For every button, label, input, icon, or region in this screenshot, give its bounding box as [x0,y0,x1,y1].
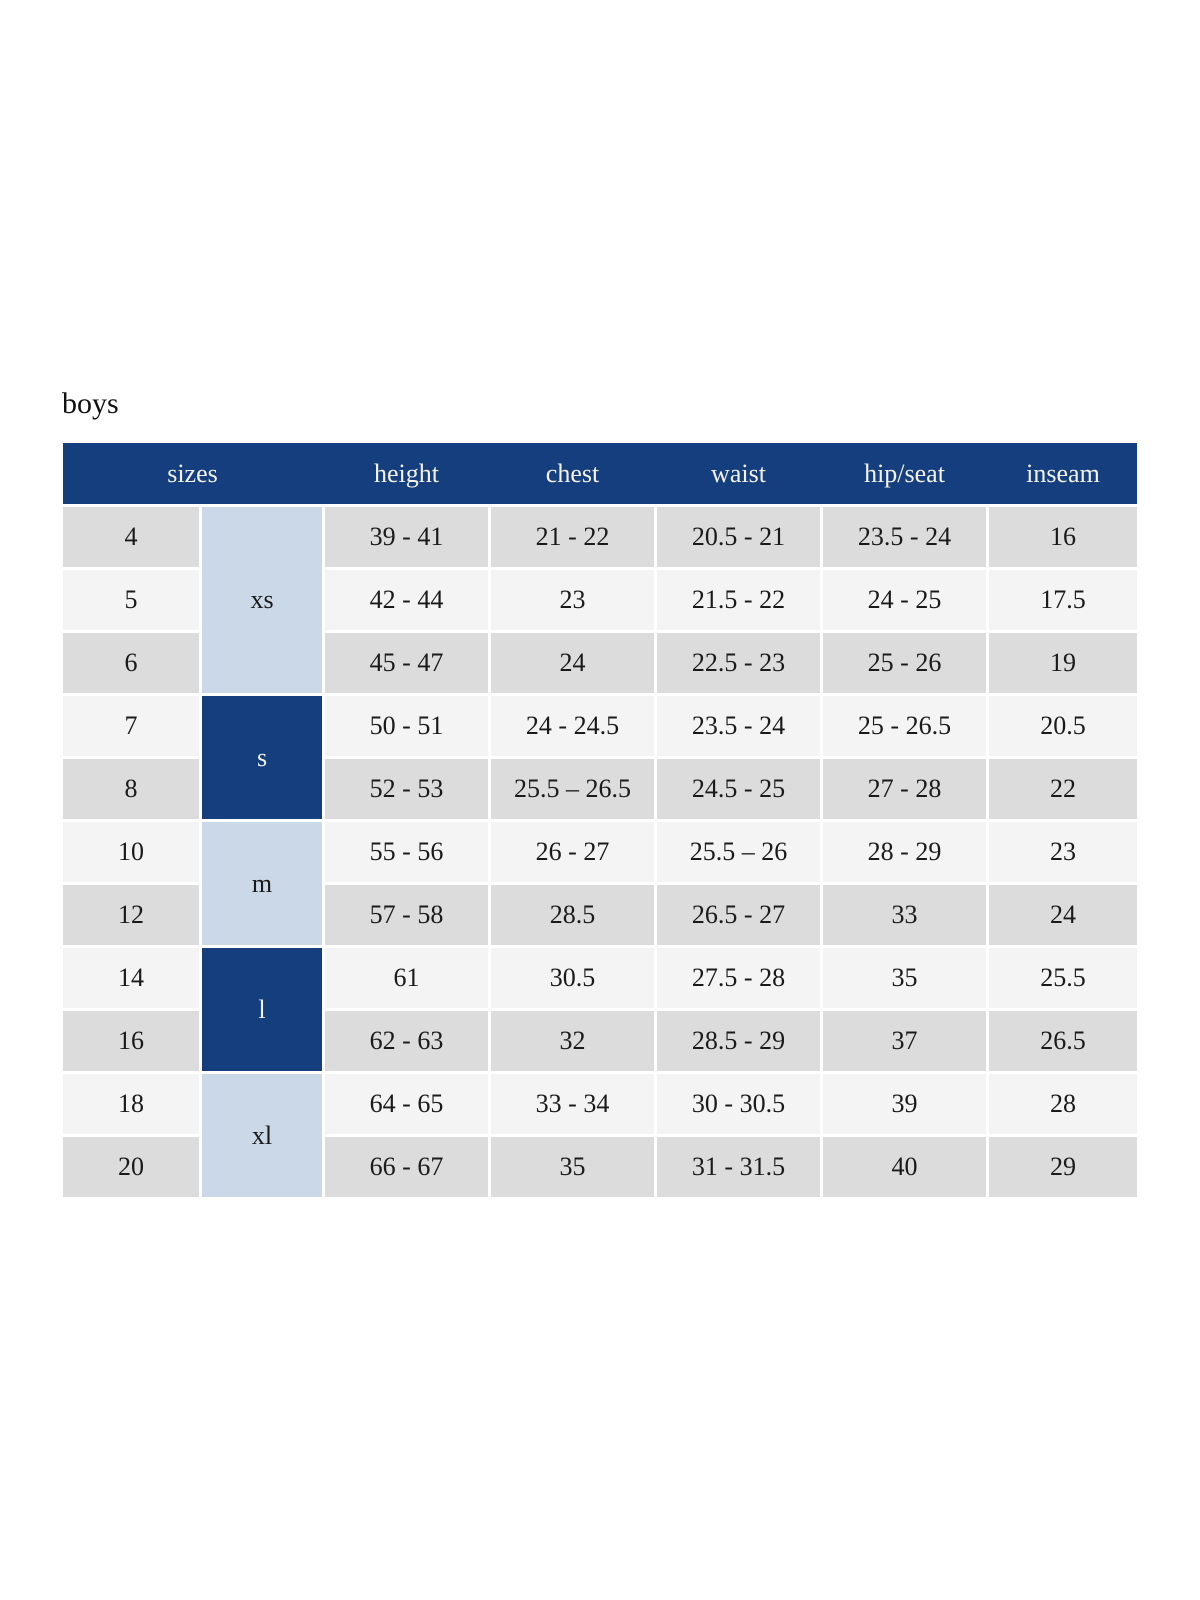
measure-cell: 35 [823,948,986,1008]
measure-cell: 24 - 24.5 [491,696,654,756]
measure-cell: 39 [823,1074,986,1134]
measure-cell: 28 - 29 [823,822,986,882]
measure-cell: 29 [989,1137,1137,1197]
measure-cell: 27.5 - 28 [657,948,820,1008]
measure-cell: 21 - 22 [491,507,654,567]
measure-cell: 24.5 - 25 [657,759,820,819]
measure-cell: 28.5 [491,885,654,945]
measure-cell: 62 - 63 [325,1011,488,1071]
measure-cell: 30.5 [491,948,654,1008]
column-header-height: height [374,458,439,488]
size-cell: 10 [63,822,199,882]
size-cell: 6 [63,633,199,693]
size-cell: 20 [63,1137,199,1197]
measure-cell: 35 [491,1137,654,1197]
measure-cell: 57 - 58 [325,885,488,945]
size-group-cell-s: s [202,696,322,819]
measure-cell: 23 [989,822,1137,882]
table-header-bar [63,443,1137,504]
size-cell: 18 [63,1074,199,1134]
column-header-sizes: sizes [167,458,218,488]
measure-cell: 16 [989,507,1137,567]
measure-cell: 28.5 - 29 [657,1011,820,1071]
size-group-cell-xs: xs [202,507,322,693]
measure-cell: 20.5 - 21 [657,507,820,567]
size-cell: 8 [63,759,199,819]
measure-cell: 45 - 47 [325,633,488,693]
measure-cell: 23.5 - 24 [657,696,820,756]
measure-cell: 19 [989,633,1137,693]
measure-cell: 66 - 67 [325,1137,488,1197]
measure-cell: 24 - 25 [823,570,986,630]
column-header-inseam: inseam [1026,458,1100,488]
size-cell: 4 [63,507,199,567]
measure-cell: 64 - 65 [325,1074,488,1134]
measure-cell: 50 - 51 [325,696,488,756]
measure-cell: 20.5 [989,696,1137,756]
measure-cell: 22 [989,759,1137,819]
measure-cell: 31 - 31.5 [657,1137,820,1197]
size-cell: 14 [63,948,199,1008]
measure-cell: 30 - 30.5 [657,1074,820,1134]
measure-cell: 22.5 - 23 [657,633,820,693]
measure-cell: 24 [491,633,654,693]
measure-cell: 24 [989,885,1137,945]
measure-cell: 32 [491,1011,654,1071]
measure-cell: 26.5 - 27 [657,885,820,945]
measure-cell: 25.5 – 26.5 [491,759,654,819]
measure-cell: 39 - 41 [325,507,488,567]
measure-cell: 17.5 [989,570,1137,630]
measure-cell: 33 - 34 [491,1074,654,1134]
measure-cell: 26.5 [989,1011,1137,1071]
size-group-cell-m: m [202,822,322,945]
size-cell: 5 [63,570,199,630]
measure-cell: 55 - 56 [325,822,488,882]
measure-cell: 21.5 - 22 [657,570,820,630]
measure-cell: 27 - 28 [823,759,986,819]
size-cell: 7 [63,696,199,756]
measure-cell: 25.5 – 26 [657,822,820,882]
size-cell: 16 [63,1011,199,1071]
size-group-cell-l: l [202,948,322,1071]
measure-cell: 26 - 27 [491,822,654,882]
measure-cell: 61 [325,948,488,1008]
measure-cell: 25.5 [989,948,1137,1008]
boys-size-chart-table: sizes height chest waist hip/seat inseam… [63,443,1137,1197]
column-header-chest: chest [545,458,600,488]
measure-cell: 23.5 - 24 [823,507,986,567]
measure-cell: 52 - 53 [325,759,488,819]
measure-cell: 23 [491,570,654,630]
column-header-waist: waist [711,458,766,488]
measure-cell: 25 - 26 [823,633,986,693]
measure-cell: 25 - 26.5 [823,696,986,756]
measure-cell: 33 [823,885,986,945]
measure-cell: 42 - 44 [325,570,488,630]
measure-cell: 37 [823,1011,986,1071]
column-header-hip-seat: hip/seat [864,458,945,488]
measure-cell: 40 [823,1137,986,1197]
size-cell: 12 [63,885,199,945]
measure-cell: 28 [989,1074,1137,1134]
size-group-cell-xl: xl [202,1074,322,1197]
page-title: boys [62,387,119,420]
